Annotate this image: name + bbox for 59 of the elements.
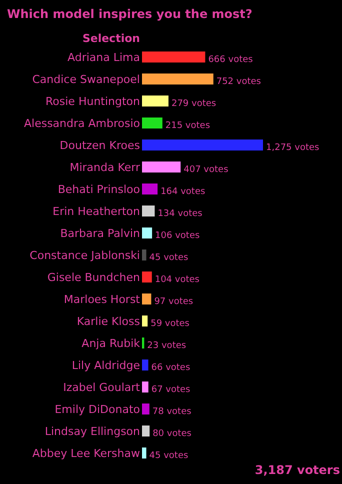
y-tick-label: Lindsay Ellingson: [44, 424, 140, 438]
bar: [142, 426, 150, 436]
bar: [142, 404, 150, 414]
y-axis-title: Selection: [82, 32, 140, 45]
y-tick-label: Gisele Bundchen: [47, 270, 140, 284]
bar: [142, 250, 146, 260]
data-label: 752 votes: [216, 77, 262, 88]
data-label: 134 votes: [158, 209, 203, 220]
bar: [142, 272, 152, 282]
bar: [142, 382, 148, 392]
y-tick-label: Rosie Huntington: [46, 94, 140, 108]
data-label: 78 votes: [152, 407, 192, 418]
bar: [142, 316, 148, 326]
bar: [142, 52, 206, 62]
y-tick-label: Izabel Goulart: [63, 380, 141, 394]
y-tick-label: Behati Prinsloo: [58, 182, 140, 196]
y-tick-label: Emily DiDonato: [54, 402, 140, 416]
bar: [142, 140, 263, 150]
data-label: 215 votes: [165, 121, 210, 132]
data-label: 666 votes: [208, 55, 254, 66]
data-label: 23 votes: [147, 341, 186, 352]
data-label: 67 votes: [151, 385, 191, 396]
data-label: 80 votes: [152, 429, 192, 440]
bar: [142, 294, 152, 304]
data-label: 164 votes: [160, 187, 206, 198]
y-tick-label: Marloes Horst: [64, 292, 141, 306]
data-label: 59 votes: [150, 319, 190, 330]
y-tick-label: Erin Heatherton: [52, 204, 140, 218]
y-tick-label: Miranda Kerr: [70, 160, 140, 174]
data-label: 106 votes: [155, 231, 200, 242]
y-tick-label: Doutzen Kroes: [60, 138, 140, 152]
y-tick-label: Abbey Lee Kershaw: [32, 446, 140, 460]
y-tick-label: Adriana Lima: [68, 50, 140, 64]
data-label: 279 votes: [171, 99, 216, 110]
bar: [142, 206, 155, 216]
annotation: 3,187 voters: [254, 463, 340, 477]
data-label: 66 votes: [151, 363, 190, 374]
data-label: 45 votes: [149, 253, 188, 264]
y-tick-label: Karlie Kloss: [76, 314, 140, 328]
y-tick-label: Candice Swanepoel: [32, 72, 140, 86]
bar: [142, 96, 168, 106]
data-label: 104 votes: [154, 275, 200, 286]
data-label: 45 votes: [149, 451, 188, 462]
y-tick-label: Anja Rubik: [82, 336, 141, 350]
bar: [142, 360, 148, 370]
y-tick-label: Constance Jablonski: [30, 248, 140, 262]
bar: [142, 184, 158, 194]
bar: [142, 118, 162, 128]
chart-title: Which model inspires you the most?: [7, 7, 252, 21]
data-label: 97 votes: [154, 297, 194, 308]
bar: [142, 448, 146, 458]
bar: [142, 162, 181, 172]
data-label: 1,275 votes: [266, 143, 320, 154]
bar: [142, 228, 152, 238]
data-label: 407 votes: [184, 165, 229, 176]
y-tick-label: Barbara Palvin: [60, 226, 140, 240]
y-tick-label: Alessandra Ambrosio: [24, 116, 140, 130]
y-tick-label: Lily Aldridge: [72, 358, 140, 372]
bar: [142, 74, 214, 84]
